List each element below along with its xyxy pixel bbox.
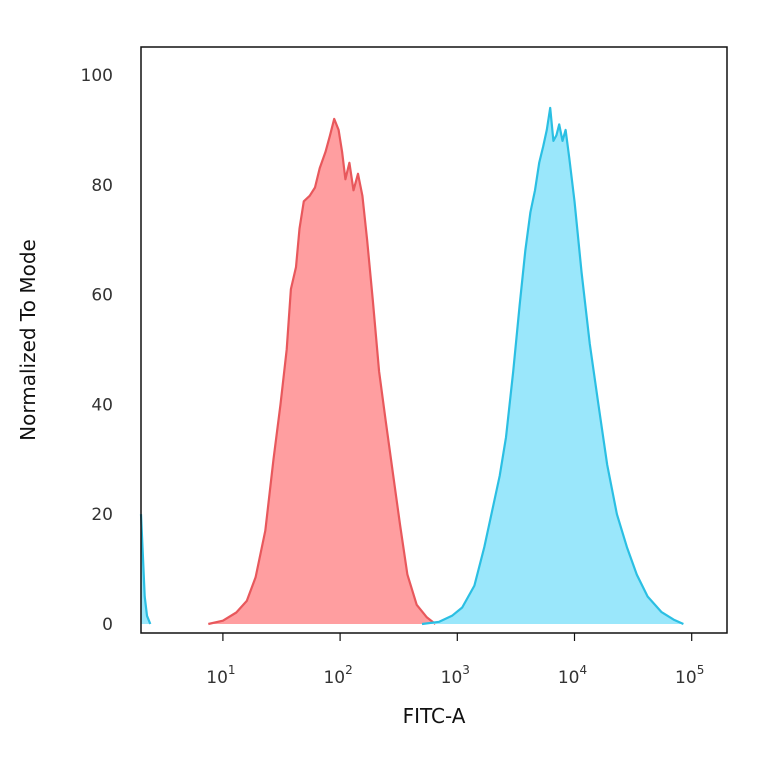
y-tick-label: 0: [102, 615, 113, 635]
y-tick-label: 80: [91, 176, 113, 196]
histogram-series-group: [139, 106, 684, 626]
y-tick-label: 40: [91, 395, 113, 415]
histogram-area-0: [208, 118, 436, 625]
histogram-outline-0: [208, 117, 437, 626]
histogram-outline-1: [421, 106, 684, 626]
histogram-outline-2: [139, 514, 152, 625]
y-tick-label: 60: [91, 286, 113, 306]
y-axis-ticks: 0 20 40 60 80 100: [81, 66, 113, 635]
y-axis-label: Normalized To Mode: [16, 239, 40, 441]
x-tick-label: 101: [206, 663, 235, 688]
x-tick-label: 102: [323, 663, 352, 688]
x-axis-label: FITC-A: [403, 704, 466, 728]
x-tick-label: 105: [675, 663, 704, 688]
histogram-area-1: [422, 107, 684, 624]
y-tick-label: 100: [81, 66, 113, 86]
x-tick-label: 103: [441, 663, 470, 688]
x-tick-label: 104: [558, 663, 587, 688]
plot-frame: [140, 46, 728, 634]
histogram-area-2: [141, 514, 151, 624]
y-tick-label: 20: [91, 505, 113, 525]
x-axis-ticks: 101 102 103 104 105: [206, 633, 704, 688]
